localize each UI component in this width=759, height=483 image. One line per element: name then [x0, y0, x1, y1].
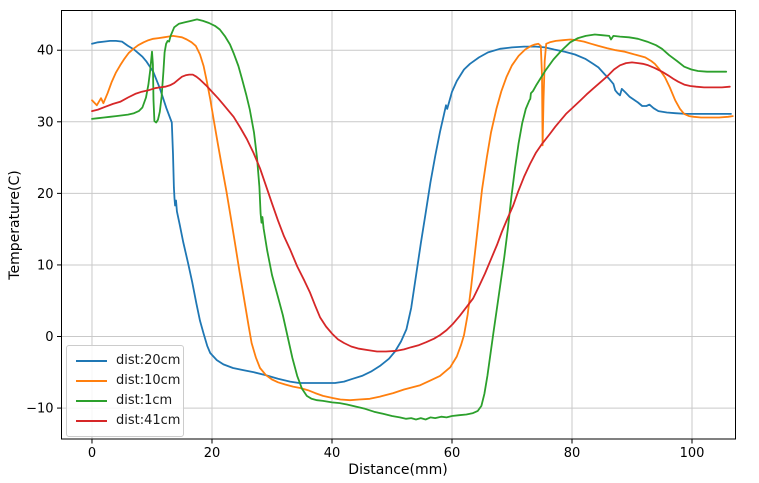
y-tick-label-0: 0: [45, 330, 53, 345]
y-tick-label-30: 30: [37, 115, 54, 130]
x-axis-label: Distance(mm): [348, 462, 448, 478]
series-line-dist-1cm: [91, 18, 728, 421]
legend-label-dist-20cm: dist:20cm: [116, 353, 181, 368]
legend-label-dist-1cm: dist:1cm: [116, 393, 173, 408]
y-axis-label: Temperature(C): [7, 170, 23, 280]
series-line-dist-10cm: [91, 35, 734, 402]
legend-label-dist-41cm: dist:41cm: [116, 413, 181, 428]
legend-line-sample-dist-20cm: [76, 360, 107, 362]
y-tick-label-20: 20: [37, 187, 54, 202]
y-tick-label-10: 10: [37, 258, 54, 273]
legend-line-sample-dist-41cm: [76, 420, 107, 422]
legend-item-dist-1cm: dist:1cm: [76, 391, 175, 411]
series-line-dist-41cm: [91, 61, 731, 353]
series-line-dist-20cm: [91, 40, 732, 384]
legend-item-dist-41cm: dist:41cm: [76, 411, 180, 431]
legend: dist:20cm dist:10cm dist:1cm dist:41cm: [66, 345, 184, 437]
x-tick-label-40: 40: [324, 446, 341, 461]
x-tick-label-20: 20: [204, 446, 221, 461]
x-tick-label-80: 80: [564, 446, 581, 461]
legend-line-sample-dist-10cm: [76, 380, 107, 382]
legend-label-dist-10cm: dist:10cm: [116, 373, 181, 388]
plot-border: [61, 10, 736, 440]
x-tick-label-60: 60: [444, 446, 461, 461]
y-tick-label-40: 40: [37, 44, 54, 59]
x-tick-label-0: 0: [88, 446, 96, 461]
legend-line-sample-dist-1cm: [76, 400, 107, 402]
legend-item-dist-10cm: dist:10cm: [76, 371, 180, 391]
legend-item-dist-20cm: dist:20cm: [76, 351, 180, 371]
y-tick-label--10: −10: [26, 402, 53, 417]
x-tick-label-100: 100: [680, 446, 705, 461]
